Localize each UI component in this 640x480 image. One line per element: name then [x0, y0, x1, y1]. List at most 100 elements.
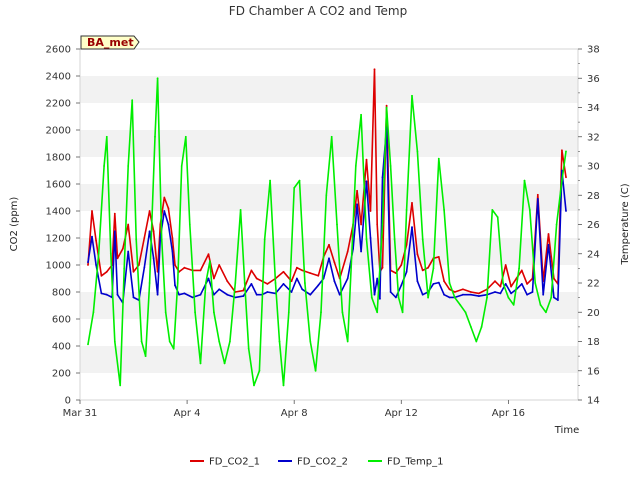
- data-point: [164, 311, 167, 314]
- data-point: [127, 165, 130, 167]
- data-point: [105, 293, 108, 296]
- data-point: [462, 293, 464, 296]
- x-tick-label: Apr 16: [492, 408, 525, 419]
- data-point: [113, 230, 116, 233]
- series-layer: [87, 68, 567, 387]
- data-point: [356, 203, 358, 206]
- series-FD_Temp_1: [87, 77, 567, 387]
- data-point: [470, 291, 472, 293]
- data-point: [309, 340, 312, 343]
- data-point: [411, 226, 413, 229]
- data-point: [520, 269, 523, 272]
- data-point: [171, 237, 174, 239]
- data-point: [494, 291, 496, 293]
- y-tick-label: 800: [52, 288, 71, 299]
- data-point: [239, 209, 242, 211]
- data-point: [234, 282, 237, 284]
- data-point: [304, 282, 306, 284]
- data-point: [171, 250, 174, 253]
- data-point: [242, 295, 245, 297]
- data-point: [526, 283, 528, 285]
- data-point: [293, 187, 296, 189]
- y2-tick-label: 20: [587, 308, 600, 319]
- data-point: [389, 291, 392, 293]
- data-point: [507, 296, 510, 299]
- data-point: [510, 285, 512, 288]
- data-point: [432, 267, 435, 270]
- data-point: [91, 210, 93, 212]
- data-point: [144, 355, 147, 357]
- data-point: [320, 311, 322, 314]
- data-point: [536, 193, 539, 196]
- data-point: [369, 210, 372, 212]
- data-point: [381, 223, 384, 226]
- data-point: [405, 270, 408, 273]
- data-point: [218, 288, 221, 291]
- data-point: [309, 293, 312, 296]
- data-point: [100, 292, 103, 295]
- data-point: [475, 340, 478, 343]
- data-point: [109, 252, 112, 255]
- data-point: [365, 180, 368, 183]
- data-point: [309, 272, 312, 274]
- data-point: [565, 150, 567, 153]
- data-point: [148, 210, 151, 212]
- data-point: [385, 106, 388, 109]
- data-point: [253, 384, 255, 387]
- data-point: [95, 264, 97, 266]
- data-point: [491, 209, 494, 211]
- data-point: [338, 293, 341, 296]
- y-tick-label: 1400: [46, 207, 71, 218]
- data-point: [397, 296, 400, 299]
- data-point: [373, 293, 376, 296]
- data-point: [448, 296, 451, 299]
- data-point: [116, 257, 119, 260]
- legend-label: FD_Temp_1: [387, 457, 443, 468]
- data-point: [499, 285, 502, 288]
- data-point: [393, 238, 396, 241]
- data-point: [389, 165, 392, 167]
- data-point: [269, 179, 271, 182]
- data-point: [411, 94, 413, 97]
- data-point: [381, 176, 384, 179]
- data-point: [167, 223, 170, 226]
- data-point: [199, 269, 202, 272]
- data-point: [234, 296, 237, 299]
- data-point: [218, 340, 221, 343]
- data-point: [317, 274, 320, 277]
- y-tick-label: 400: [52, 342, 71, 353]
- data-point: [160, 238, 163, 241]
- data-point: [105, 270, 108, 273]
- data-point: [453, 291, 456, 293]
- data-point: [346, 250, 349, 253]
- data-point: [266, 291, 269, 293]
- data-point: [504, 264, 507, 266]
- data-point: [494, 280, 496, 283]
- data-point: [539, 304, 542, 306]
- data-point: [287, 311, 290, 314]
- data-point: [443, 209, 445, 211]
- y2-tick-label: 16: [587, 366, 600, 377]
- data-point: [555, 223, 558, 226]
- data-point: [510, 292, 512, 295]
- data-point: [213, 293, 215, 296]
- data-point: [278, 340, 281, 343]
- data-point: [478, 295, 480, 297]
- data-point: [550, 296, 553, 299]
- data-point: [486, 296, 488, 299]
- data-point: [97, 252, 100, 255]
- data-point: [421, 238, 424, 241]
- y-tick-label: 200: [52, 369, 71, 380]
- data-point: [127, 250, 130, 253]
- data-point: [547, 233, 550, 235]
- data-point: [360, 250, 362, 253]
- data-point: [504, 283, 507, 285]
- y-tick-label: 1200: [46, 234, 71, 245]
- data-point: [163, 210, 166, 212]
- data-point: [143, 266, 146, 269]
- data-point: [194, 311, 197, 314]
- data-point: [421, 293, 424, 296]
- data-point: [250, 269, 253, 272]
- data-point: [199, 362, 202, 365]
- data-point: [274, 282, 277, 284]
